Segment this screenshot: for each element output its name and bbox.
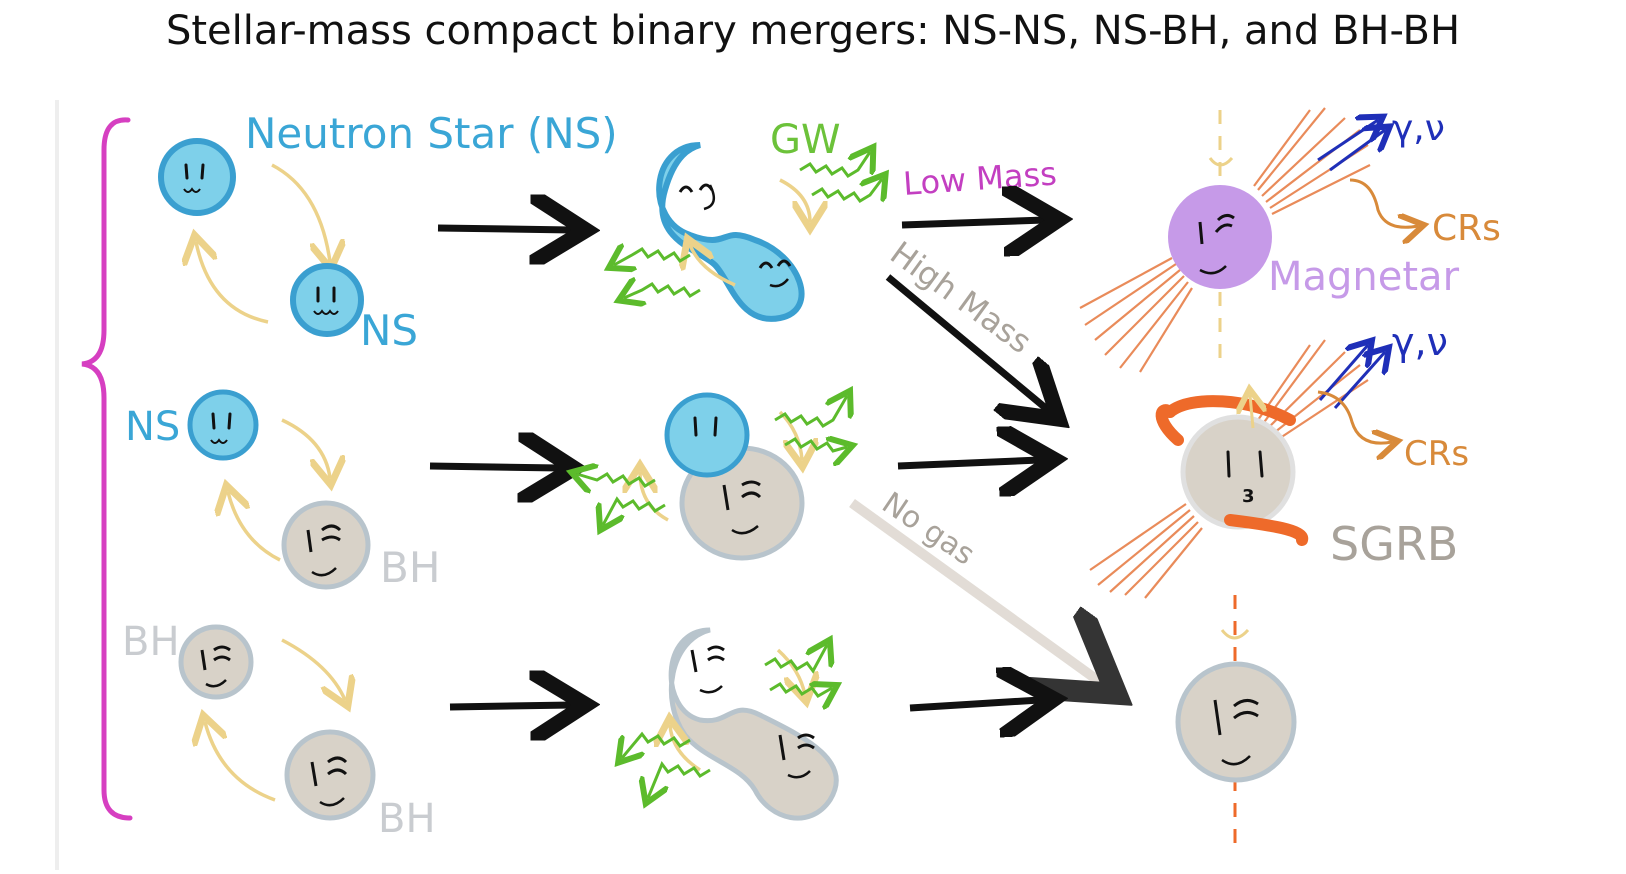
black-hole-icon [1180,414,1296,530]
row-ns-ns: Neutron Star (NS) NS GW Low Mass High Ma… [158,107,1501,410]
label-bh: BH [378,796,436,842]
gravitational-wave-icon [577,396,847,525]
label-bh: BH [122,619,180,665]
arrow-high-mass [885,274,1048,410]
label-low-mass: Low Mass [902,154,1058,203]
merging-ns-bh-icon [664,392,805,561]
neutron-star-icon [290,263,364,337]
black-hole-icon [284,729,376,821]
merging-neutron-stars-icon [656,142,805,322]
label-ns: NS [360,306,418,355]
neutron-star-icon [187,389,259,461]
gamma-ray-arrow-icon [1318,345,1385,409]
arrow-to-merger [429,466,560,468]
label-gw: GW [770,117,841,163]
grouping-brace [81,117,133,821]
gravitational-wave-icon [614,152,882,298]
label-neutron-star: Neutron Star (NS) [245,109,618,158]
cosmic-ray-arrow-icon [1349,178,1418,227]
label-crs: CRs [1404,434,1469,474]
disk-number: 3 [1242,486,1255,507]
cosmic-ray-arrow-icon [1317,390,1392,443]
arrow-to-merger [437,228,572,230]
arrow-to-bh [909,700,1040,708]
merging-black-holes-icon [668,627,839,821]
magnetar-icon [1168,185,1272,289]
label-bh: BH [380,543,440,592]
black-hole-icon [281,500,371,590]
label-crs: CRs [1432,208,1501,249]
accretion-disk-icon [1155,395,1308,546]
black-hole-icon [1175,661,1297,783]
figure-title: Stellar-mass compact binary mergers: NS-… [165,8,1461,54]
arrow-to-sgrb [897,460,1040,466]
arrow-no-gas [849,498,1100,682]
row-bh-bh: BH BH [122,595,1297,845]
neutron-star-icon [158,138,236,216]
row-ns-bh: NS BH No gas [125,320,1469,682]
gamma-ray-arrow-icon [1317,120,1385,172]
arrow-low-mass [901,220,1045,225]
label-magnetar: Magnetar [1268,254,1460,300]
label-gamma-nu: γ,ν [1392,108,1445,149]
label-ns: NS [125,404,180,450]
label-sgrb: SGRB [1330,517,1458,571]
label-gamma-nu: γ,ν [1392,320,1448,364]
black-hole-icon [178,624,254,700]
arrow-to-merger [449,705,572,707]
magnetar-jet-icon [1079,107,1371,373]
gravitational-wave-icon [622,645,832,798]
